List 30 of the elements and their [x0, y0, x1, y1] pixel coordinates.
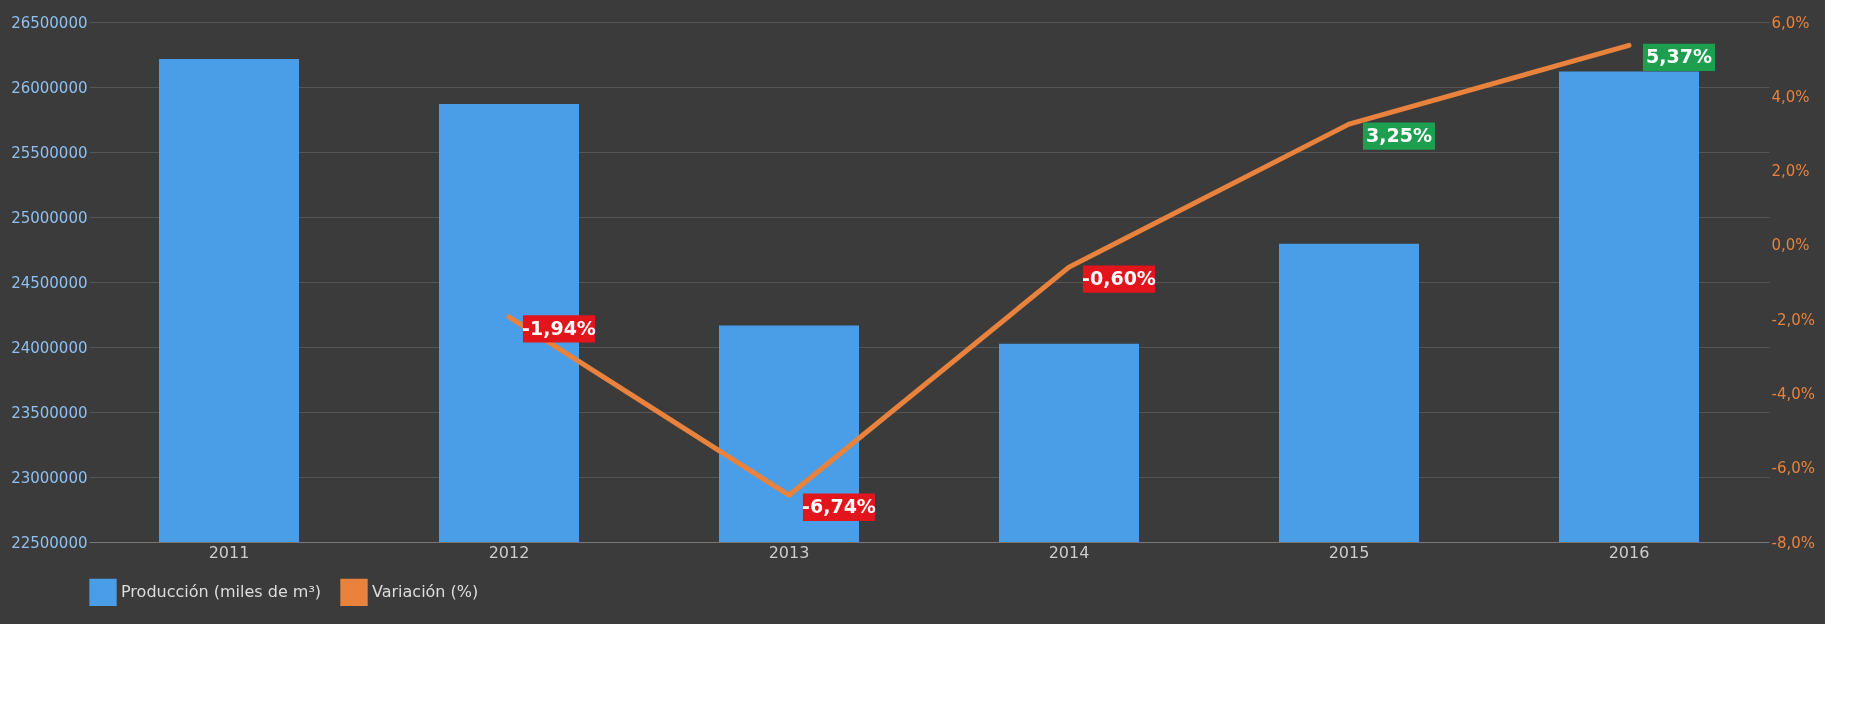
data-label: -1,94%	[522, 316, 596, 339]
x-tick-label: 2012	[488, 542, 530, 562]
data-label: -0,60%	[1082, 267, 1156, 290]
legend-label: Producción (miles de m³)	[121, 582, 322, 602]
x-tick-label: 2013	[768, 542, 810, 562]
y-tick-label: 23000000	[11, 468, 88, 487]
y2-tick-label: 4,0%	[1771, 87, 1810, 106]
y2-tick-label: 2,0%	[1771, 162, 1810, 181]
y-tick-label: 23500000	[11, 403, 88, 422]
x-tick-label: 2016	[1608, 542, 1650, 562]
y-tick-label: 24000000	[11, 338, 88, 357]
y-tick-label: 26500000	[11, 13, 88, 32]
y-tick-label: 25500000	[11, 143, 88, 162]
y2-tick-label: 6,0%	[1771, 13, 1810, 32]
data-label: 3,25%	[1366, 124, 1432, 147]
y-tick-label: 25000000	[11, 208, 88, 227]
legend-label: Variación (%)	[372, 582, 479, 602]
y-tick-label: 24500000	[11, 273, 88, 292]
y2-tick-label: -4,0%	[1771, 384, 1816, 403]
x-tick-label: 2015	[1328, 542, 1370, 562]
data-label: -6,74%	[802, 495, 876, 518]
data-label: 5,37%	[1646, 45, 1712, 68]
y-tick-label: 26000000	[11, 78, 88, 97]
y-tick-label: 22500000	[11, 533, 88, 552]
y2-tick-label: -8,0%	[1771, 533, 1816, 552]
y2-tick-label: -6,0%	[1771, 459, 1816, 478]
x-tick-label: 2014	[1048, 542, 1090, 562]
y2-tick-label: -2,0%	[1771, 310, 1816, 329]
y2-tick-label: 0,0%	[1771, 236, 1810, 255]
x-tick-label: 2011	[208, 542, 250, 562]
